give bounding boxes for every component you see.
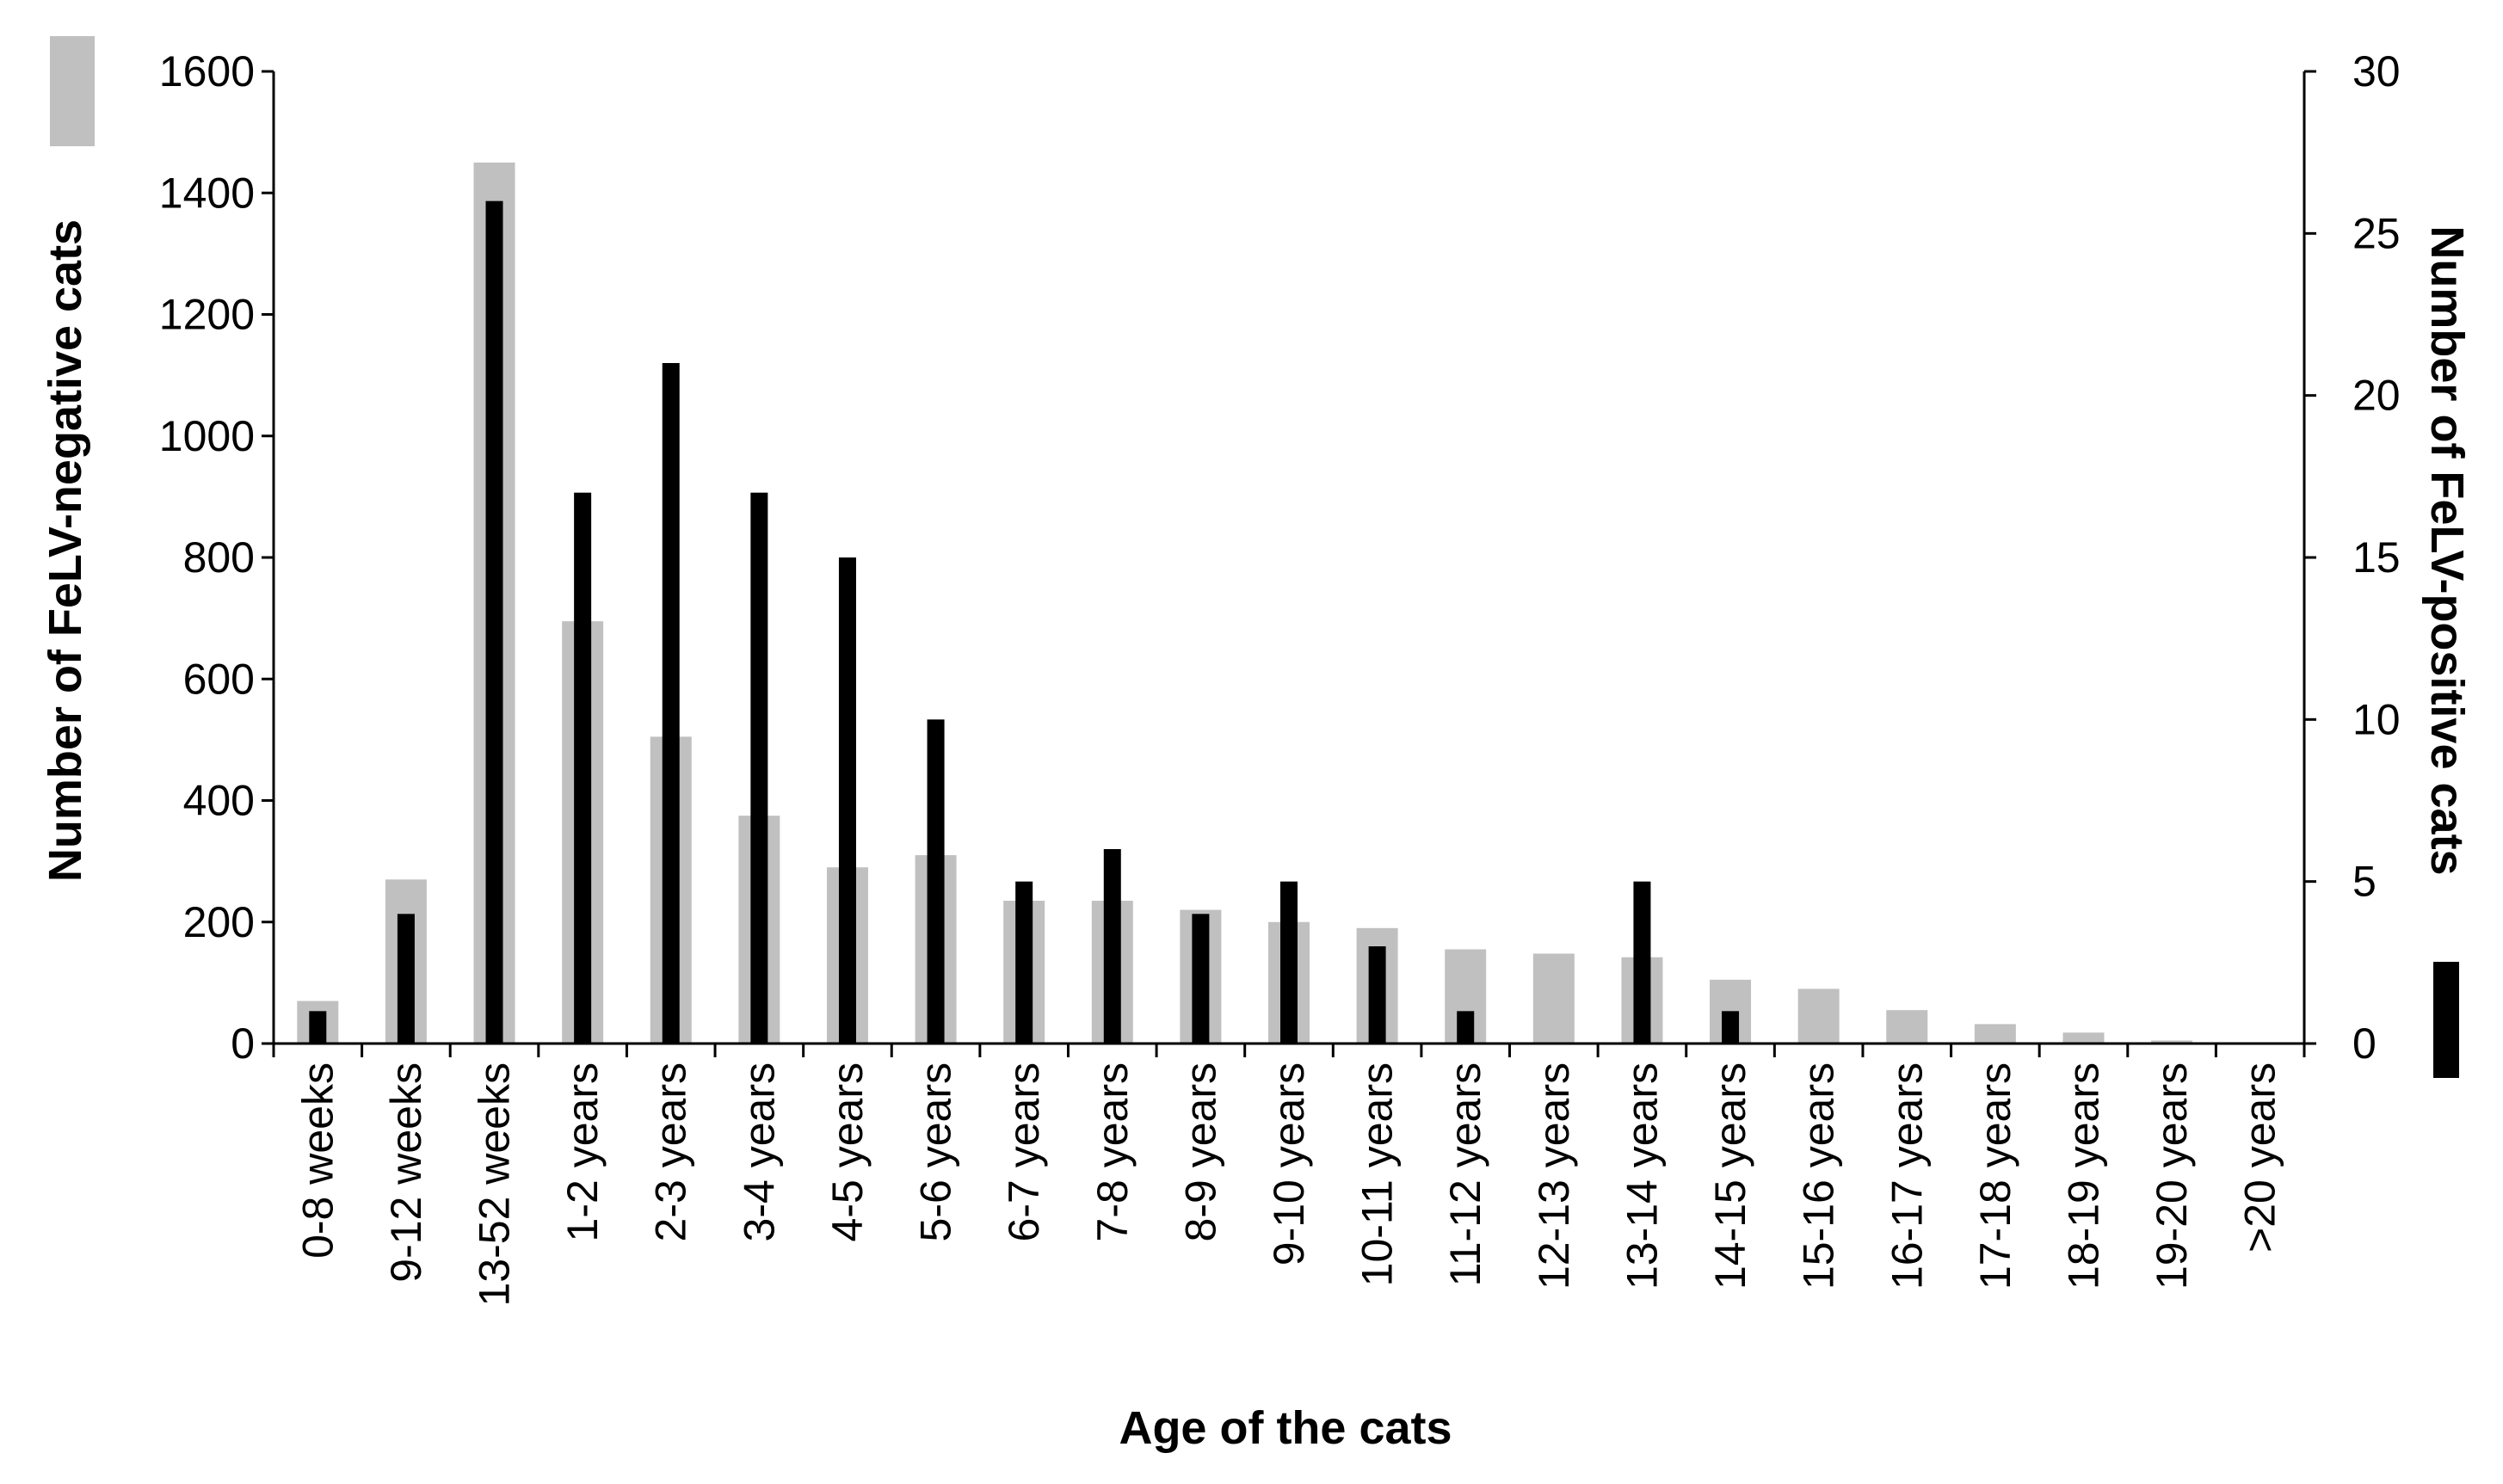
x-tick-label-13-52-weeks: 13-52 weeks [471,1062,519,1307]
x-tick-label-4-5-years: 4-5 years [823,1062,872,1241]
x-tick-label-8-9-years: 8-9 years [1176,1062,1224,1241]
bar-positive-1-2-years [574,492,592,1044]
x-tick-label-11-12-years: 11-12 years [1441,1062,1489,1286]
x-tick-label-18-19-years: 18-19 years [2059,1062,2107,1290]
bar-positive-3-4-years [750,492,768,1044]
left-tick-label: 800 [183,533,255,582]
left-tick-label: 200 [183,898,255,946]
legend-key-felv-negative [50,36,95,146]
x-tick-label-10-11-years: 10-11 years [1353,1062,1402,1286]
legend-keys [50,36,2459,1078]
bar-positive-2-3-years [662,363,680,1044]
left-tick-label: 0 [231,1019,255,1068]
x-tick-label-14-15-years: 14-15 years [1706,1062,1754,1290]
left-tick-label: 400 [183,777,255,825]
left-tick-label: 1400 [159,169,255,217]
x-tick-label-1-2-years: 1-2 years [558,1062,607,1241]
right-tick-label: 15 [2352,533,2401,582]
x-tick-label-15-16-years: 15-16 years [1795,1062,1843,1290]
x-axis-ticks: 0-8 weeks 9-12 weeks 13-52 weeks 1-2 years 2… [272,1044,2306,1307]
bar-positive-10-11-years [1368,946,1386,1044]
x-tick-label-9-12-weeks: 9-12 weeks [382,1062,430,1283]
x-tick-label-13-14-years: 13-14 years [1618,1062,1666,1290]
bar-negative-15-16-years [1797,988,1840,1044]
x-axis-title: Age of the cats [1119,1402,1452,1454]
bar-positive-5-6-years [927,719,945,1044]
right-tick-label: 10 [2352,695,2401,743]
bar-negative-17-18-years [1974,1024,2016,1044]
series-felv-positive [309,200,1740,1044]
bar-negative-18-19-years [2062,1032,2105,1044]
x-tick-label-20-years: >20 years [2236,1062,2284,1253]
x-tick-label-19-20-years: 19-20 years [2148,1062,2196,1290]
left-y-axis-ticks: 0 200 400 600 800 1000 1200 1400 1600 [159,47,274,1068]
right-tick-label: 0 [2352,1019,2377,1068]
x-tick-label-12-13-years: 12-13 years [1530,1062,1578,1290]
bar-positive-13-14-years [1633,881,1651,1044]
bar-positive-9-12-weeks [397,914,415,1044]
x-tick-label-16-17-years: 16-17 years [1883,1062,1931,1290]
left-tick-label: 1600 [159,47,255,95]
x-tick-label-17-18-years: 17-18 years [1971,1062,2019,1290]
bar-positive-11-12-years [1457,1011,1475,1044]
bar-negative-19-20-years [2151,1040,2193,1044]
bar-positive-8-9-years [1192,914,1210,1044]
x-tick-label-2-3-years: 2-3 years [647,1062,695,1241]
right-tick-label: 20 [2352,372,2401,420]
x-tick-label-0-8-weeks: 0-8 weeks [293,1062,342,1259]
bar-negative-12-13-years [1532,953,1575,1044]
bar-positive-6-7-years [1015,881,1033,1044]
left-y-axis-title: Number of FeLV-negative cats [40,219,91,882]
right-tick-label: 30 [2352,47,2401,95]
bar-positive-9-10-years [1280,881,1298,1044]
bar-positive-0-8-weeks [309,1011,327,1044]
bar-positive-4-5-years [838,557,856,1044]
left-tick-label: 1200 [159,291,255,339]
x-tick-label-3-4-years: 3-4 years [735,1062,783,1241]
x-tick-label-7-8-years: 7-8 years [1088,1062,1137,1241]
left-tick-label: 600 [183,655,255,703]
legend-key-felv-positive [2433,962,2459,1078]
left-tick-label: 1000 [159,412,255,460]
right-y-axis-title: Number of FeLV-positive cats [2421,225,2473,875]
right-y-axis-ticks: 0 5 10 15 20 25 30 [2304,47,2401,1068]
right-tick-label: 5 [2352,858,2377,906]
x-tick-label-5-6-years: 5-6 years [912,1062,960,1241]
right-tick-label: 25 [2352,209,2401,257]
x-tick-label-6-7-years: 6-7 years [1000,1062,1048,1241]
bar-positive-14-15-years [1722,1011,1740,1044]
bar-positive-13-52-weeks [485,200,503,1044]
x-tick-label-9-10-years: 9-10 years [1265,1062,1313,1265]
bar-negative-16-17-years [1886,1010,1928,1044]
bar-positive-7-8-years [1103,849,1121,1044]
